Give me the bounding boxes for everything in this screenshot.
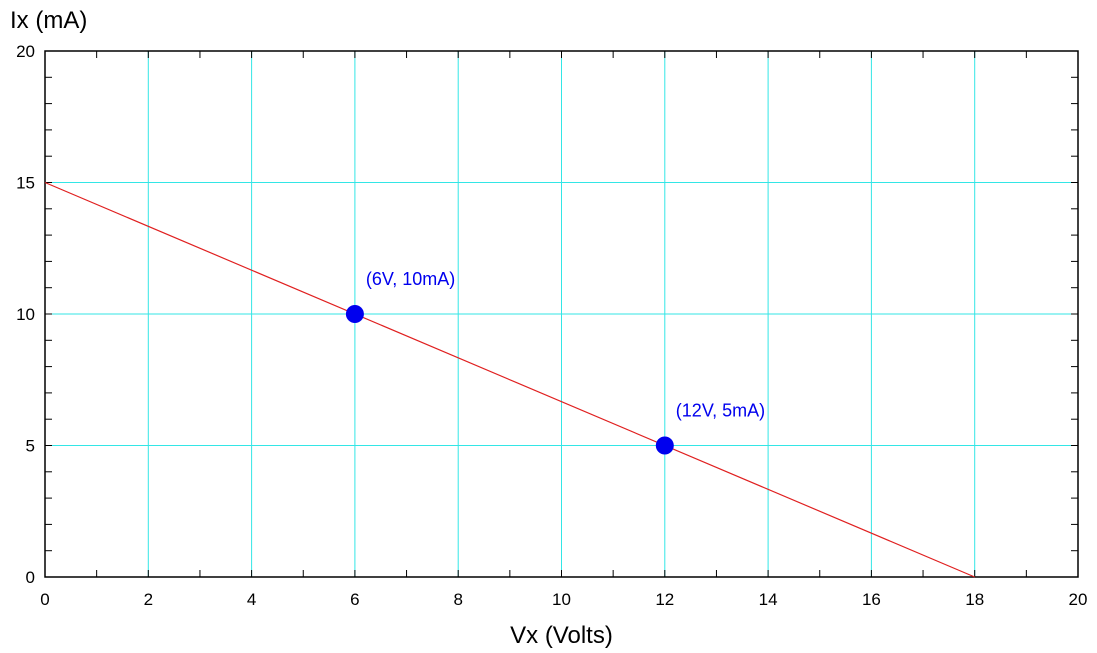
series-layer <box>44 181 975 578</box>
grid-lines <box>45 51 1078 577</box>
y-axis-title: Ix (mA) <box>10 7 87 34</box>
y-tick-label: 20 <box>16 42 35 61</box>
x-tick-label: 12 <box>655 590 674 609</box>
x-tick-label: 6 <box>350 590 359 609</box>
plot-frame <box>44 50 1079 578</box>
x-tick-label: 16 <box>862 590 881 609</box>
data-point <box>655 436 674 455</box>
x-tick-label: 14 <box>759 590 778 609</box>
x-axis-title: Vx (Volts) <box>510 622 613 649</box>
x-tick-label: 2 <box>144 590 153 609</box>
x-tick-label: 20 <box>1069 590 1088 609</box>
x-tick-label: 18 <box>965 590 984 609</box>
y-tick-labels: 0 5 10 15 20 <box>16 42 35 587</box>
x-tick-label: 10 <box>552 590 571 609</box>
data-point <box>345 305 364 323</box>
y-tick-label: 10 <box>16 305 35 324</box>
x-tick-labels: 0 2 4 6 8 10 12 14 16 18 20 <box>40 590 1087 609</box>
y-tick-label: 15 <box>16 174 35 193</box>
data-point-label: (12V, 5mA) <box>676 401 765 421</box>
data-points: (6V, 10mA) (12V, 5mA) <box>345 269 765 455</box>
x-tick-label: 8 <box>453 590 462 609</box>
data-point-label: (6V, 10mA) <box>366 269 455 289</box>
y-tick-label: 0 <box>26 568 35 587</box>
series-line <box>44 181 975 578</box>
y-tick-label: 5 <box>26 437 35 456</box>
x-tick-label: 0 <box>40 590 49 609</box>
x-tick-label: 4 <box>247 590 256 609</box>
